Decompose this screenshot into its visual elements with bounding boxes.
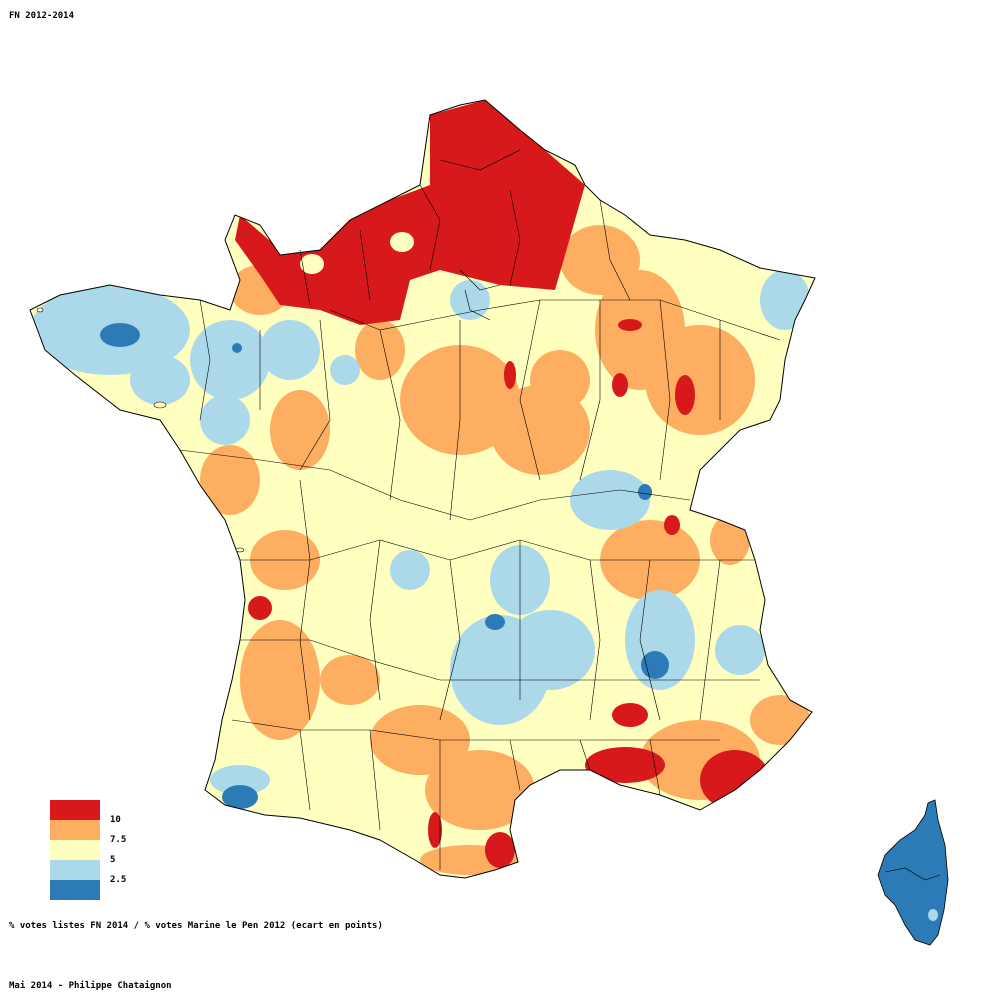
legend-label-7-5: 7.5: [110, 835, 127, 845]
legend-label-2-5: 2.5: [110, 875, 127, 885]
legend-swatch-blue: [50, 880, 100, 900]
legend-swatch-orange: [50, 820, 100, 840]
legend-label-5: 5: [110, 855, 116, 865]
legend-swatch-red: [50, 800, 100, 820]
map-title: FN 2012-2014: [9, 11, 75, 21]
map-credit: Mai 2014 - Philippe Chataignon: [9, 981, 172, 991]
map-legend: 10 7.5 5 2.5: [50, 800, 170, 902]
legend-swatch-yellow: [50, 840, 100, 860]
legend-swatch-lightblue: [50, 860, 100, 880]
legend-label-10: 10: [110, 815, 121, 825]
map-caption: % votes listes FN 2014 / % votes Marine …: [9, 921, 383, 931]
